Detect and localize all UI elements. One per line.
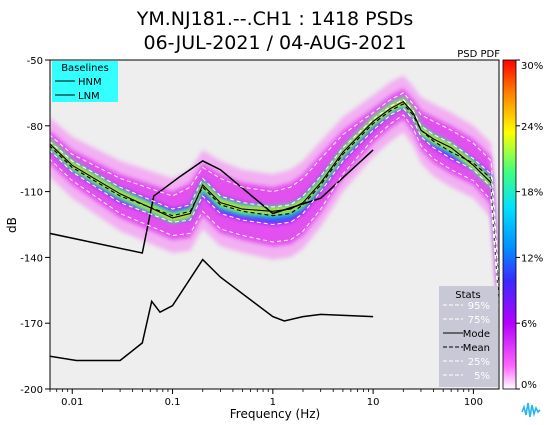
y-tick-label: -170	[20, 319, 43, 330]
stats-legend-label: Mode	[463, 329, 490, 340]
y-axis: -50 -80 -110 -140 -170 -200	[20, 56, 50, 396]
series-mean-line	[50, 103, 499, 295]
pdf-band-peak	[50, 96, 499, 303]
colorbar-tick-label: 24%	[521, 122, 543, 133]
stats-legend: Stats 95% 75% Mode Mean 25% 5%	[439, 286, 498, 387]
legend-hnm-label: HNM	[78, 77, 102, 88]
colorbar-tick-label: 12%	[521, 253, 543, 264]
y-tick-label: -200	[20, 385, 43, 396]
pdf-heatmap	[50, 75, 499, 330]
colorbar-tick-label: 18%	[521, 188, 543, 199]
series-25-pct-line	[50, 107, 499, 302]
y-tick-label: -80	[27, 122, 43, 133]
colorbar-tick-label: 0%	[521, 380, 537, 391]
y-tick-label: -140	[20, 253, 43, 264]
y-tick-label: -50	[27, 56, 43, 67]
colorbar-label: PSD PDF	[457, 49, 500, 60]
stats-legend-label: Mean	[463, 343, 490, 354]
plot-frame	[49, 59, 500, 390]
series-95-pct-line	[50, 92, 499, 280]
x-tick-label: 1	[270, 397, 276, 408]
colorbar	[502, 59, 517, 390]
baselines-legend-title: Baselines	[61, 63, 109, 74]
stats-legend-box	[439, 286, 498, 387]
series-lnm-line	[50, 258, 374, 362]
stats-legend-label: 5%	[474, 371, 490, 382]
x-axis-label: Frequency (Hz)	[230, 407, 321, 421]
colorbar-tick-label: 6%	[521, 319, 537, 330]
curve-layer	[50, 92, 499, 362]
stats-legend-label: 95%	[468, 301, 490, 312]
waveform-logo-icon	[520, 398, 542, 420]
x-tick-label: 0.1	[165, 397, 181, 408]
legend-lnm-label: LNM	[78, 91, 100, 102]
title-line-2: 06-JUL-2021 / 04-AUG-2021	[144, 32, 407, 54]
stats-legend-label: 25%	[468, 357, 490, 368]
y-axis-label: dB	[5, 217, 19, 233]
series-mode-line	[50, 101, 499, 297]
colorbar-tick-label: 30%	[521, 61, 543, 72]
x-tick-label: 0.01	[61, 397, 83, 408]
x-axis: 0.01 0.1 1 10 100	[49, 389, 483, 408]
y-tick-label: -110	[20, 188, 43, 199]
stats-legend-label: 75%	[468, 315, 490, 326]
colorbar-ticks: 30% 24% 18% 12% 6% 0%	[516, 59, 543, 391]
stats-legend-title: Stats	[455, 290, 481, 301]
baselines-legend: Baselines HNM LNM	[52, 61, 118, 102]
title-line-1: YM.NJ181.--.CH1 : 1418 PSDs	[136, 8, 413, 30]
pdf-band-low	[50, 88, 499, 317]
x-tick-label: 10	[367, 397, 380, 408]
x-tick-label: 100	[464, 397, 483, 408]
series-5-pct-line	[50, 114, 499, 313]
